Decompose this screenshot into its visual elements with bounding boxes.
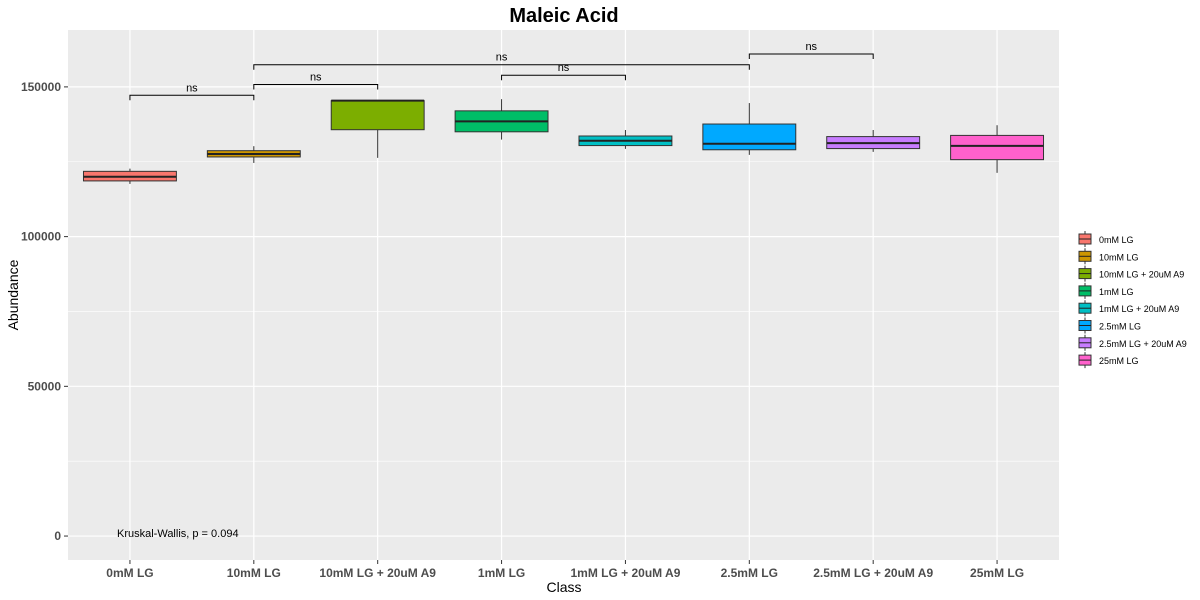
x-axis: 0mM LG 10mM LG 10mM LG + 20uM A9 1mM LG 1mM … <box>106 560 1024 580</box>
y-axis: 0 50000 100000 150000 <box>21 80 68 543</box>
box-10mm-lg <box>206 146 301 163</box>
box-1mm-lg <box>454 99 549 140</box>
x-tick-label: 25mM LG <box>970 566 1024 580</box>
y-tick-label: 100000 <box>21 230 61 244</box>
legend-label: 1mM LG + 20uM A9 <box>1099 304 1179 314</box>
box-10mm-lg-20um-a9 <box>330 99 425 158</box>
y-axis-title: Abundance <box>5 259 21 330</box>
legend-item: 0mM LG <box>1078 231 1134 247</box>
legend: 0mM LG 10mM LG 10mM LG + 20uM A9 1mM LG 1mM … <box>1078 231 1187 369</box>
chart-title: Maleic Acid <box>509 5 618 27</box>
box-0mm-lg <box>82 168 177 184</box>
x-tick-label: 10mM LG + 20uM A9 <box>319 566 436 580</box>
comparison-label: ns <box>558 62 570 74</box>
comparison-label: ns <box>186 82 198 94</box>
comparison-bracket <box>253 64 750 70</box>
x-tick-label: 1mM LG <box>478 566 525 580</box>
comparison-bracket <box>748 53 874 59</box>
legend-label: 10mM LG + 20uM A9 <box>1099 270 1184 280</box>
y-tick-label: 0 <box>54 529 61 543</box>
legend-label: 1mM LG <box>1099 287 1134 297</box>
legend-item: 1mM LG + 20uM A9 <box>1078 300 1179 317</box>
legend-label: 2.5mM LG <box>1099 322 1141 332</box>
legend-label: 10mM LG <box>1099 252 1139 262</box>
x-tick-label: 10mM LG <box>227 566 281 580</box>
boxes <box>82 99 1045 184</box>
plot-panel <box>68 30 1059 560</box>
box-2-5mm-lg <box>702 103 797 155</box>
legend-label: 2.5mM LG + 20uM A9 <box>1099 339 1187 349</box>
comparison-label: ns <box>496 52 508 64</box>
comparison-brackets: ns ns ns ns ns <box>129 41 874 101</box>
comparison-label: ns <box>805 41 817 53</box>
legend-item: 10mM LG + 20uM A9 <box>1078 265 1184 282</box>
box-1mm-lg-20um-a9 <box>578 130 673 149</box>
legend-item: 2.5mM LG + 20uM A9 <box>1078 334 1187 351</box>
x-tick-label: 2.5mM LG + 20uM A9 <box>813 566 933 580</box>
y-tick-label: 50000 <box>28 379 62 393</box>
comparison-bracket <box>129 94 255 101</box>
legend-label: 25mM LG <box>1099 356 1139 366</box>
box-iqr <box>702 123 797 151</box>
box-2-5mm-lg-20um-a9 <box>826 130 921 152</box>
x-axis-title: Class <box>546 579 581 595</box>
legend-item: 25mM LG <box>1078 352 1139 369</box>
box-iqr <box>950 134 1045 161</box>
legend-item: 2.5mM LG <box>1078 317 1141 334</box>
comparison-bracket <box>253 83 379 90</box>
x-tick-label: 2.5mM LG <box>721 566 778 580</box>
legend-item: 10mM LG <box>1078 248 1139 265</box>
kruskal-wallis-annotation: Kruskal-Wallis, p = 0.094 <box>117 528 239 540</box>
legend-item: 1mM LG <box>1078 282 1134 299</box>
x-tick-label: 0mM LG <box>106 566 153 580</box>
box-iqr <box>330 100 425 131</box>
y-tick-label: 150000 <box>21 80 61 94</box>
comparison-bracket <box>501 74 626 81</box>
legend-label: 0mM LG <box>1099 235 1134 245</box>
comparison-label: ns <box>310 71 322 83</box>
box-25mm-lg <box>950 125 1045 173</box>
x-tick-label: 1mM LG + 20uM A9 <box>570 566 680 580</box>
